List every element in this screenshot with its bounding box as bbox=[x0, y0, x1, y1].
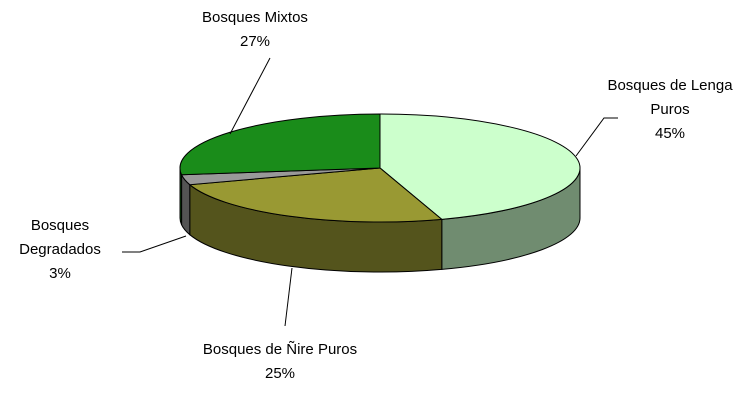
category-label: Bosques Degradados bbox=[19, 217, 101, 258]
leader-lines bbox=[122, 57, 618, 327]
pie-sides bbox=[179, 167, 581, 273]
slice-label: Bosques Degradados 3% bbox=[5, 214, 115, 286]
leader-line bbox=[229, 57, 271, 135]
pie-slice bbox=[179, 113, 381, 176]
leader-line bbox=[122, 235, 187, 253]
slice-label: Bosques de Ñire Puros 25% bbox=[200, 338, 360, 386]
value-label: 25% bbox=[264, 365, 296, 382]
category-label: Bosques Mixtos bbox=[202, 9, 308, 26]
category-label: Bosques de Ñire Puros bbox=[202, 341, 358, 358]
slice-label: Bosques Mixtos 27% bbox=[175, 6, 335, 54]
pie-tops bbox=[179, 113, 581, 223]
leader-line bbox=[575, 117, 618, 157]
category-label: Bosques de Lenga Puros bbox=[607, 77, 733, 118]
value-label: 3% bbox=[49, 265, 71, 282]
value-label: 27% bbox=[239, 33, 271, 50]
pie-side bbox=[179, 167, 183, 225]
value-label: 45% bbox=[654, 125, 686, 142]
pie-slice bbox=[379, 113, 581, 220]
slice-label: Bosques de Lenga Puros 45% bbox=[605, 74, 735, 146]
pie-slice bbox=[188, 167, 444, 223]
leader-line bbox=[284, 267, 293, 327]
